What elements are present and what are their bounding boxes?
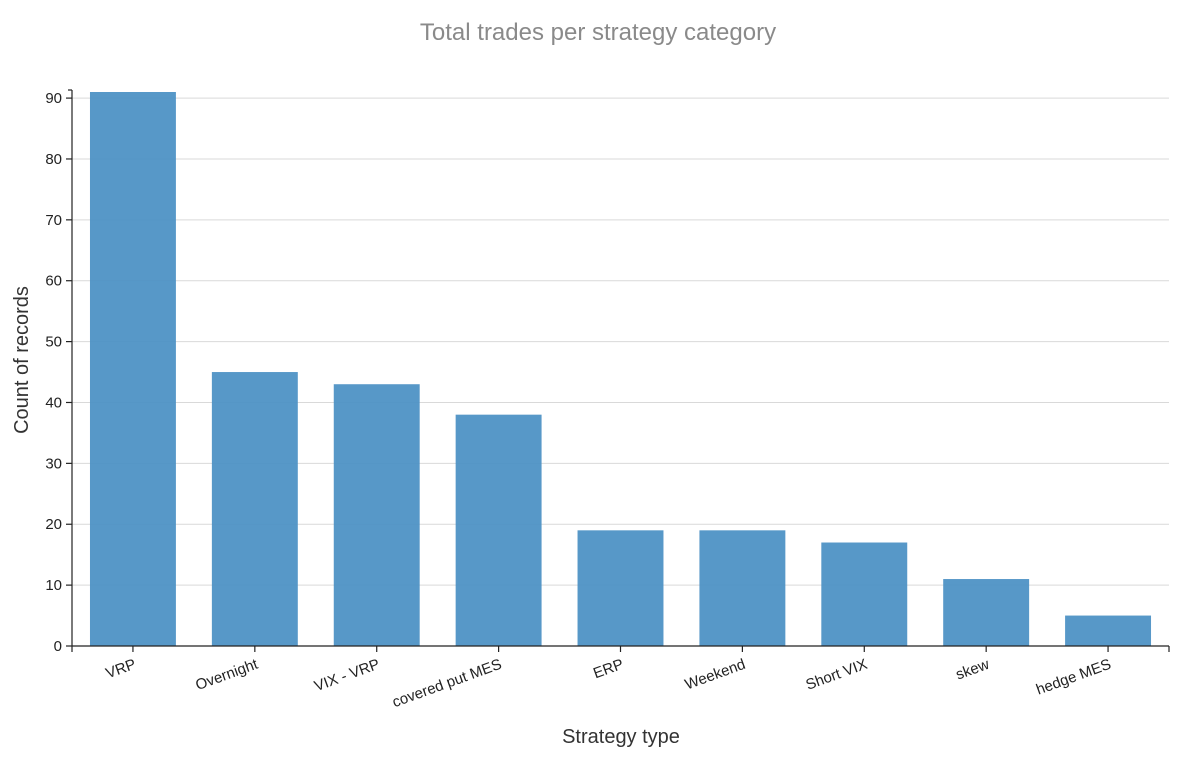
- y-tick-label: 60: [45, 273, 62, 290]
- bars: [89, 92, 1152, 646]
- y-tick-label: 10: [45, 577, 62, 594]
- y-axis: 0 10 20 30 40 50 60 70 80 90: [45, 89, 73, 655]
- bar-skew: [943, 579, 1030, 646]
- bar-erp: [577, 530, 664, 646]
- chart-title: Total trades per strategy category: [420, 19, 776, 46]
- bar-overnight: [211, 372, 298, 646]
- y-axis-title: Count of records: [11, 286, 33, 434]
- x-axis: VRP Overnight VIX - VRP covered put MES ERP W…: [71, 645, 1170, 711]
- x-tick-label: skew: [954, 656, 992, 684]
- bar-covered-put-mes: [455, 414, 542, 646]
- bar-vix-vrp: [333, 384, 420, 646]
- x-tick-label: VRP: [104, 656, 139, 683]
- x-tick-label: covered put MES: [390, 656, 504, 711]
- y-tick-label: 80: [45, 151, 62, 168]
- y-tick-label: 30: [45, 455, 62, 472]
- x-tick-label: Short VIX: [804, 656, 870, 694]
- x-tick-label: Weekend: [683, 656, 748, 694]
- bar-vrp: [89, 92, 176, 646]
- x-tick-label: Overnight: [193, 656, 261, 695]
- x-tick-label: hedge MES: [1034, 656, 1113, 699]
- y-tick-label: 90: [45, 90, 62, 107]
- bar-hedge-mes: [1065, 615, 1152, 646]
- x-tick-label: ERP: [591, 656, 626, 683]
- x-tick-label: VIX - VRP: [312, 656, 382, 695]
- y-tick-label: 50: [45, 334, 62, 351]
- x-axis-title: Strategy type: [562, 726, 680, 748]
- bar-weekend: [699, 530, 786, 646]
- y-tick-label: 70: [45, 212, 62, 229]
- y-tick-label: 40: [45, 394, 62, 411]
- bar-short-vix: [821, 542, 908, 646]
- y-tick-label: 20: [45, 516, 62, 533]
- y-tick-label: 0: [54, 638, 62, 655]
